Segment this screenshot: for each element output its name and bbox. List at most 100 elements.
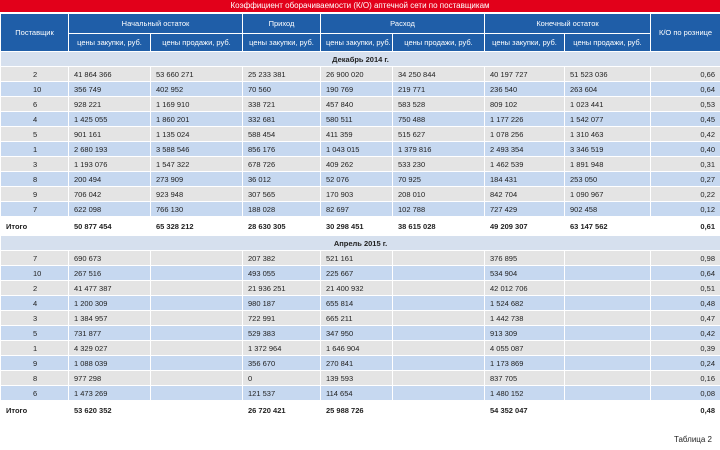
table-cell: 1 023 441 [564,96,652,112]
table-cell: 580 511 [320,111,393,127]
table-cell: 102 788 [391,201,486,217]
table-cell: 588 454 [242,126,321,142]
table-cell: 5 [0,325,69,341]
table-cell: 411 359 [320,126,393,142]
table-cell: 0,64 [650,265,720,281]
table-cell: 0,98 [650,250,720,266]
table-cell [391,355,486,371]
table-cell: 6 [0,96,69,112]
table-cell [564,265,652,281]
table-cell: 36 012 [242,171,321,187]
table-cell: 38 615 028 [391,216,486,236]
data-row: 6 928 221 1 169 910 338 721 457 840 583 528 80… [0,96,720,112]
table-cell: 402 952 [150,81,243,97]
table-cell: 267 516 [68,265,151,281]
table-cell: 253 050 [564,171,652,187]
table-cell: 1 462 539 [484,156,566,172]
table-caption: Таблица 2 [673,435,712,444]
table-cell: 1 200 309 [68,295,151,311]
table-cell: 0,64 [650,81,720,97]
section-row: Апрель 2015 г. [0,235,720,251]
section-label: Апрель 2015 г. [0,235,720,251]
table-cell: 338 721 [242,96,321,112]
table-cell: 4 055 087 [484,340,566,356]
table-cell: 0,47 [650,310,720,326]
table-cell: 0,16 [650,370,720,386]
table-cell: 8 [0,171,69,187]
table-cell: 207 382 [242,250,321,266]
table-cell: 0,45 [650,111,720,127]
table-cell: 7 [0,201,69,217]
table-cell [564,400,652,420]
data-row: 10 267 516 493 055 225 667 534 904 0,64 [0,265,720,281]
table-cell: 82 697 [320,201,393,217]
table-cell: 121 537 [242,385,321,401]
table-cell: 9 [0,186,69,202]
table-cell: 41 864 366 [68,66,151,82]
table-cell: 493 055 [242,265,321,281]
table: Поставщик Начальный остаток Приход Расход Ко… [0,13,720,420]
table-cell: 41 477 387 [68,280,151,296]
table-cell: 665 211 [320,310,393,326]
table-cell: 1 524 682 [484,295,566,311]
table-cell: 21 936 251 [242,280,321,296]
column-subheader: цены закупки, руб. [484,33,566,52]
table-cell [391,400,486,420]
table-cell [564,340,652,356]
table-cell: 170 903 [320,186,393,202]
table-cell [564,370,652,386]
table-cell: 766 130 [150,201,243,217]
table-cell: 583 528 [391,96,486,112]
table-cell: 0,40 [650,141,720,157]
table-cell: 190 769 [320,81,393,97]
table-cell: 3 [0,156,69,172]
table-cell: 622 098 [68,201,151,217]
table-cell: 25 988 726 [320,400,393,420]
table-cell: 236 540 [484,81,566,97]
column-subheader: цены продажи, руб. [391,33,486,52]
table-cell: 225 667 [320,265,393,281]
table-cell: 690 673 [68,250,151,266]
table-cell: 1 425 055 [68,111,151,127]
table-cell: 26 900 020 [320,66,393,82]
table-cell [150,325,243,341]
table-cell: 1 135 024 [150,126,243,142]
table-cell: 727 429 [484,201,566,217]
table-cell: 0,39 [650,340,720,356]
table-cell: 521 161 [320,250,393,266]
table-cell: 0,53 [650,96,720,112]
table-cell: 208 010 [391,186,486,202]
data-row: 2 41 864 366 53 660 271 25 233 381 26 900 02… [0,66,720,82]
table-cell: 529 383 [242,325,321,341]
table-cell: 980 187 [242,295,321,311]
table-cell: 1 078 256 [484,126,566,142]
table-cell: 1 310 463 [564,126,652,142]
total-row: Итого 53 620 352 26 720 421 25 988 726 54 35… [0,400,720,420]
table-cell: 0,42 [650,126,720,142]
column-subheader: цены закупки, руб. [320,33,393,52]
table-cell: 1 [0,141,69,157]
table-cell: 856 176 [242,141,321,157]
table-cell [391,370,486,386]
table-cell: Итого [0,400,69,420]
table-cell: 1 372 964 [242,340,321,356]
table-cell: 1 090 967 [564,186,652,202]
table-cell [564,280,652,296]
table-cell: 1 043 015 [320,141,393,157]
table-cell: 40 197 727 [484,66,566,82]
table-header: Поставщик Начальный остаток Приход Расход Ко… [0,13,720,52]
table-cell: 1 480 152 [484,385,566,401]
data-row: 9 706 042 923 948 307 565 170 903 208 010 842 … [0,186,720,202]
table-cell: 28 630 305 [242,216,321,236]
table-cell: 1 384 957 [68,310,151,326]
table-cell: 1 193 076 [68,156,151,172]
data-row: 5 731 877 529 383 347 950 913 309 0,42 [0,325,720,341]
table-cell: 750 488 [391,111,486,127]
table-cell: 0,08 [650,385,720,401]
